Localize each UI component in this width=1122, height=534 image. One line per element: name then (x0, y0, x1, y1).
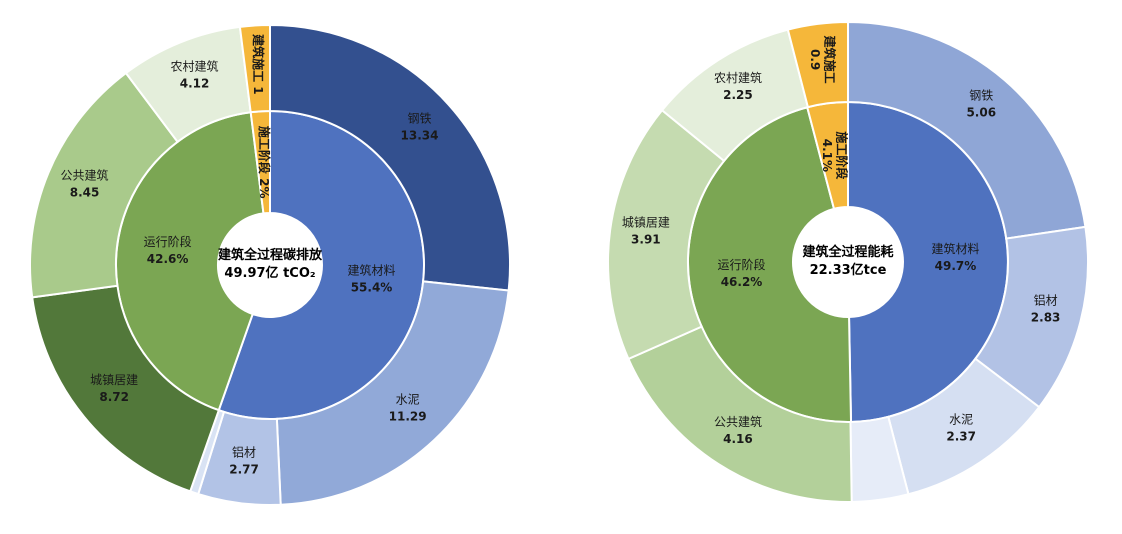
carbon-outer-segment-0-value: 13.34 (401, 129, 439, 143)
energy-outer-segment-0 (847, 20, 1087, 240)
energy-outer-segment-0-value: 5.06 (966, 106, 996, 120)
energy-outer-segment-0-name: 钢铁 (969, 89, 993, 103)
energy-outer-segment-1-value: 2.83 (1031, 311, 1061, 325)
carbon-outer-segment-6-name: 农村建筑 (171, 59, 219, 74)
energy-inner-construction-label: 施工阶段4.1% (820, 131, 849, 180)
carbon-outer-construction-label: 建筑施工 1 (251, 33, 266, 95)
energy-center-title: 建筑全过程能耗 (802, 244, 893, 260)
energy-outer-segment-6-value: 2.25 (723, 88, 753, 102)
energy-outer-segment-4-value: 4.16 (723, 432, 753, 446)
carbon-inner-construction-label: 施工阶段 2% (257, 126, 272, 199)
energy-inner-operation-name: 运行阶段 (718, 257, 766, 272)
carbon-outer-segment-2-name: 铝材 (232, 444, 256, 459)
energy-outer-segment-2-value: 2.37 (946, 430, 976, 444)
carbon-center-title: 建筑全过程碳排放 (218, 247, 323, 263)
energy-center-value: 22.33亿tce (810, 262, 887, 278)
energy-outer-segment-6-name: 农村建筑 (714, 70, 762, 85)
carbon-outer-segment-1 (275, 280, 510, 506)
carbon-outer-segment-1-name: 水泥 (396, 392, 420, 406)
energy-inner-operation-value: 46.2% (721, 275, 763, 289)
carbon-outer-segment-6-value: 4.12 (180, 77, 210, 91)
carbon-inner-operation-name: 运行阶段 (144, 234, 192, 249)
carbon-inner-operation-value: 42.6% (147, 252, 189, 266)
carbon-outer-segment-5-value: 8.45 (70, 186, 100, 200)
carbon-center-value: 49.97亿 tCO₂ (224, 265, 315, 281)
carbon-outer-segment-7 (238, 23, 271, 114)
carbon-outer-segment-4-name: 城镇居建 (90, 373, 138, 387)
energy-inner-materials-name: 建筑材料 (931, 241, 979, 256)
carbon-outer-segment-1-value: 11.29 (389, 409, 427, 423)
energy-outer-segment-4-name: 公共建筑 (714, 414, 762, 429)
energy-outer-segment-1-name: 铝材 (1034, 293, 1058, 308)
carbon-inner-materials-name: 建筑材料 (348, 262, 396, 277)
energy-outer-segment-7 (786, 20, 849, 109)
energy-center-hole (793, 207, 903, 317)
energy-outer-construction-label: 建筑施工0.9 (809, 35, 838, 84)
energy-outer-segment-5-value: 3.91 (631, 233, 661, 247)
carbon-center-hole (218, 213, 322, 317)
carbon-outer-segment-2-value: 2.77 (229, 462, 259, 476)
carbon-outer-segment-0 (269, 23, 512, 292)
carbon-outer-segment-4-value: 8.72 (99, 390, 129, 404)
carbon-outer-segment-5-name: 公共建筑 (61, 168, 109, 183)
energy-outer-segment-2-name: 水泥 (949, 413, 973, 427)
energy-inner-materials-value: 49.7% (935, 259, 977, 273)
energy-outer-segment-5-name: 城镇居建 (622, 216, 670, 230)
energy-consumption-sunburst: 建筑材料 49.7% 运行阶段 46.2% 施工阶段4.1% 钢铁 5.06 铝材 2.83 水泥… (606, 20, 1089, 503)
carbon-emission-sunburst: 建筑材料 55.4% 运行阶段 42.6% 施工阶段 2% 钢铁 13.34 水泥 11.29 铝… (29, 23, 512, 506)
carbon-inner-materials-value: 55.4% (351, 280, 393, 294)
carbon-outer-segment-0-name: 钢铁 (407, 112, 431, 126)
